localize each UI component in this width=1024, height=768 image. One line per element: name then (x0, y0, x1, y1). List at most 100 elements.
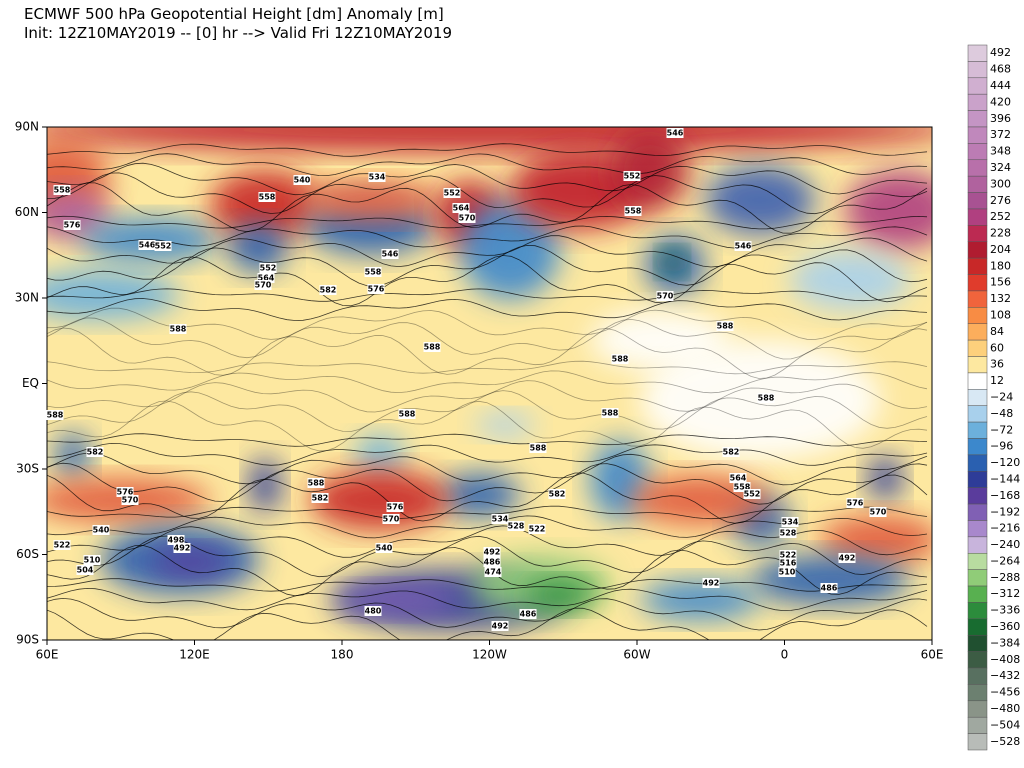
contour-label-bg (734, 241, 752, 251)
height-contour (47, 172, 928, 215)
contour-label-bg (491, 621, 509, 631)
colorbar-label: 204 (990, 243, 1011, 256)
colorbar-label: 228 (990, 227, 1011, 240)
anomaly-area (475, 413, 535, 437)
contour-label: 582 (723, 448, 740, 457)
lat-label: 90S (16, 633, 39, 647)
colorbar-swatch (967, 274, 988, 292)
colorbar-swatch (967, 405, 988, 423)
height-contour (47, 288, 928, 302)
contour-label: 576 (117, 488, 134, 497)
colorbar-label: −48 (990, 407, 1013, 420)
contour-label-bg (611, 354, 629, 364)
height-contour (47, 162, 928, 196)
contour-label-bg (386, 502, 404, 512)
colorbar-swatch (967, 667, 988, 685)
contour-label: 486 (484, 558, 501, 567)
contour-label: 480 (365, 607, 382, 616)
contour-label: 570 (870, 508, 887, 517)
colorbar-swatch (967, 454, 988, 472)
height-contour (47, 433, 928, 447)
contour-label: 576 (387, 503, 404, 512)
anomaly-area (47, 127, 932, 152)
colorbar-swatch (967, 503, 988, 521)
colorbar-swatch (967, 602, 988, 620)
height-contour (47, 317, 928, 360)
anomaly-area (640, 580, 760, 620)
contour-label-bg (173, 543, 191, 553)
colorbar-label: 180 (990, 259, 1011, 272)
contour-label-bg (656, 291, 674, 301)
contour-label-bg (483, 547, 501, 557)
contour-label-bg (624, 206, 642, 216)
colorbar-swatch (967, 536, 988, 554)
lon-label: 180 (331, 648, 354, 662)
colorbar-label: −96 (990, 440, 1013, 453)
height-contour (47, 472, 928, 524)
colorbar-label: −360 (990, 620, 1020, 633)
contour-label: 498 (168, 536, 185, 545)
colorbar-label: −312 (990, 587, 1020, 600)
height-contour (47, 235, 928, 268)
anomaly-area (47, 478, 210, 522)
contour-label-bg (319, 285, 337, 295)
colorbar-swatch (967, 553, 988, 570)
height-contour (47, 327, 928, 379)
height-contour (47, 380, 928, 413)
anomaly-area (150, 547, 230, 577)
contour-label-bg (307, 478, 325, 488)
colorbar-swatch (967, 339, 988, 357)
title: ECMWF 500 hPa Geopotential Height [dm] A… (24, 5, 444, 23)
contour-label: 522 (54, 541, 71, 550)
colorbar-label: −384 (990, 636, 1020, 649)
contour-label-bg (743, 489, 761, 499)
anomaly-area (750, 555, 910, 605)
contour-label: 558 (259, 193, 276, 202)
colorbar-label: −480 (990, 702, 1020, 715)
anomaly-area (440, 473, 520, 517)
colorbar-label: 252 (990, 210, 1011, 223)
contour-label: 588 (717, 322, 734, 331)
contour-label: 558 (54, 186, 71, 195)
height-contour (47, 442, 928, 466)
colorbar-label: −216 (990, 522, 1020, 535)
contour-label: 570 (122, 496, 139, 505)
contour-label-bg (368, 172, 386, 182)
colorbar-swatch (967, 159, 988, 177)
contour-label-bg (491, 514, 509, 524)
contour-label: 570 (383, 515, 400, 524)
anomaly-area (820, 515, 932, 565)
contour-label-bg (364, 606, 382, 616)
contour-label-bg (846, 498, 864, 508)
height-contour (47, 607, 928, 640)
contour-label-bg (375, 543, 393, 553)
colorbar-swatch (967, 684, 988, 702)
contour-label-bg (83, 555, 101, 565)
lat-label: 30N (15, 291, 39, 305)
contour-label-bg (382, 514, 400, 524)
colorbar-swatch (967, 700, 988, 718)
contour-label: 552 (260, 264, 277, 273)
contour-label: 516 (780, 559, 797, 568)
colorbar-swatch (967, 93, 988, 111)
contour-label: 492 (484, 548, 501, 557)
contour-label-bg (458, 213, 476, 223)
contour-label: 564 (453, 204, 470, 213)
height-contour (47, 535, 928, 578)
colorbar-label: 156 (990, 276, 1011, 289)
colorbar-swatch (967, 290, 988, 308)
lon-label: 120W (472, 648, 507, 662)
contour-label: 552 (444, 189, 461, 198)
contour-label-bg (257, 273, 275, 283)
contour-label: 552 (624, 172, 641, 181)
colorbar-swatch (967, 257, 988, 275)
contour-label-bg (601, 408, 619, 418)
colorbar-label: 372 (990, 128, 1011, 141)
colorbar-label: 348 (990, 145, 1011, 158)
colorbar-label: −288 (990, 571, 1020, 584)
contour-label: 570 (255, 281, 272, 290)
height-contour (47, 370, 928, 394)
colorbar-swatch (967, 487, 988, 505)
anomaly-area (790, 250, 910, 310)
contour-label-bg (757, 393, 775, 403)
